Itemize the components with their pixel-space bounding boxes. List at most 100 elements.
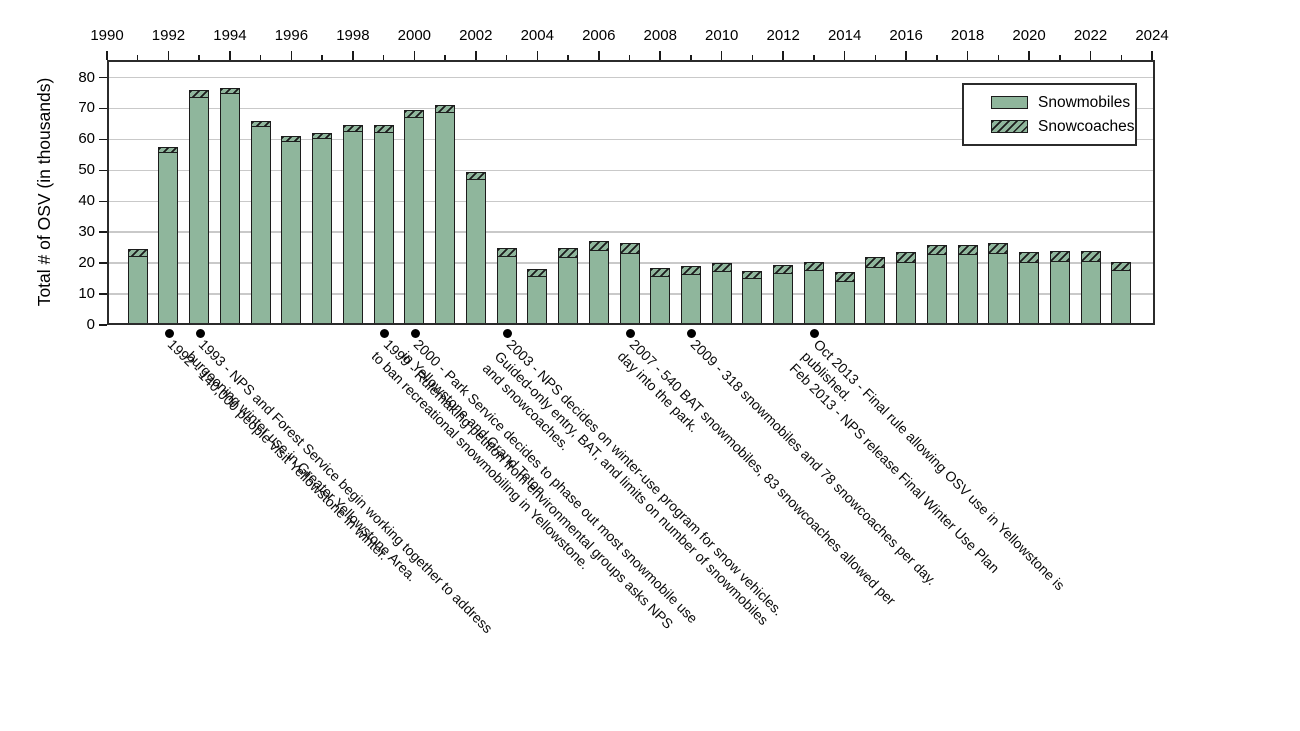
bar-snowmobiles-2000 — [404, 116, 425, 325]
x-tick-label-2022: 2022 — [1073, 27, 1108, 44]
x-tick-2021 — [1059, 55, 1061, 60]
x-tick-2020 — [1028, 51, 1030, 60]
x-tick-label-2014: 2014 — [827, 27, 862, 44]
x-tick-label-1998: 1998 — [336, 27, 370, 44]
bar-snowmobiles-1997 — [312, 137, 333, 325]
bar-snowcoaches-2018 — [957, 244, 978, 256]
x-tick-label-1996: 1996 — [274, 27, 309, 44]
bar-snowcoaches-2006 — [588, 241, 609, 251]
bar-snowmobiles-1992 — [158, 151, 179, 325]
y-tick-label-60: 60 — [78, 130, 95, 148]
x-tick-1994 — [229, 51, 231, 60]
x-tick-2010 — [720, 51, 723, 60]
bar-snowcoaches-2008 — [650, 267, 671, 277]
bar-snowcoaches-2000 — [404, 109, 425, 118]
x-tick-2009 — [690, 55, 692, 60]
bar-snowmobiles-1999 — [373, 131, 394, 325]
bar-snowcoaches-2017 — [926, 244, 947, 256]
legend-item-snowcoaches: Snowcoaches — [991, 118, 1135, 136]
x-tick-label-1990: 1990 — [90, 27, 124, 44]
legend-label-snowcoaches: Snowcoaches — [1038, 117, 1135, 135]
y-axis-title: Total # of OSV (in thousands) — [34, 77, 54, 307]
x-tick-2002 — [475, 51, 477, 60]
y-tick-label-50: 50 — [78, 161, 95, 179]
x-tick-1992 — [167, 51, 170, 60]
bar-snowcoaches-1997 — [312, 133, 333, 140]
bar-snowcoaches-2005 — [558, 247, 579, 259]
x-tick-2008 — [659, 51, 661, 60]
annotation-dot-1999 — [380, 329, 390, 338]
y-tick-label-80: 80 — [78, 68, 95, 86]
x-tick-2005 — [567, 55, 569, 60]
x-tick-2007 — [628, 55, 631, 60]
bar-snowcoaches-1992 — [158, 147, 179, 154]
bar-snowmobiles-2002 — [465, 178, 486, 325]
gridline-40 — [108, 200, 1154, 202]
x-tick-2006 — [598, 51, 600, 60]
bar-snowcoaches-2010 — [711, 263, 732, 273]
y-tick-60 — [99, 138, 107, 141]
bar-snowmobiles-2016 — [896, 261, 917, 325]
x-tick-1998 — [352, 51, 354, 60]
x-tick-2018 — [966, 51, 969, 60]
bar-snowmobiles-2021 — [1049, 260, 1070, 325]
annotation-dot-2007 — [626, 329, 635, 338]
bar-snowmobiles-2018 — [957, 253, 978, 325]
x-tick-2016 — [905, 51, 907, 60]
bar-snowmobiles-2008 — [650, 275, 671, 325]
x-tick-2023 — [1120, 55, 1122, 60]
x-tick-label-2020: 2020 — [1012, 27, 1046, 44]
bar-snowcoaches-2001 — [435, 105, 456, 114]
x-tick-label-2016: 2016 — [889, 27, 923, 44]
gridline-80 — [108, 76, 1154, 79]
bar-snowcoaches-2016 — [896, 252, 917, 264]
x-tick-2011 — [751, 55, 754, 60]
x-tick-2022 — [1089, 51, 1092, 60]
x-tick-label-2024: 2024 — [1135, 27, 1169, 44]
bar-snowmobiles-2022 — [1080, 260, 1101, 325]
bar-snowcoaches-1998 — [342, 125, 363, 132]
annotation-2013-line-3: Feb 2013 - NPS release Final Winter Use … — [786, 360, 1003, 577]
bar-snowcoaches-1994 — [219, 88, 240, 95]
y-tick-40 — [99, 200, 107, 202]
bar-snowmobiles-2014 — [834, 280, 855, 325]
bar-snowcoaches-2021 — [1049, 250, 1070, 262]
bar-snowmobiles-2010 — [711, 270, 732, 325]
gridline-70 — [108, 107, 1154, 110]
x-tick-2014 — [843, 51, 846, 60]
legend-label-snowmobiles: Snowmobiles — [1038, 93, 1131, 111]
x-tick-1993 — [198, 55, 200, 60]
x-tick-1996 — [290, 51, 293, 60]
bar-snowcoaches-2019 — [988, 243, 1009, 254]
bar-snowmobiles-2004 — [527, 275, 548, 325]
x-tick-label-1994: 1994 — [213, 27, 247, 44]
bar-snowcoaches-2012 — [773, 264, 794, 274]
bar-snowmobiles-2015 — [865, 266, 886, 325]
bar-snowmobiles-2012 — [773, 272, 794, 325]
y-tick-label-70: 70 — [78, 99, 95, 117]
y-tick-label-20: 20 — [78, 254, 95, 272]
bar-snowmobiles-2023 — [1111, 269, 1132, 325]
x-tick-2003 — [505, 55, 508, 60]
legend-swatch-hatched — [991, 120, 1028, 133]
bar-snowmobiles-1998 — [342, 130, 363, 325]
bar-snowcoaches-2022 — [1080, 250, 1101, 262]
bar-snowmobiles-2013 — [803, 269, 824, 325]
bar-snowcoaches-1995 — [250, 120, 271, 127]
x-tick-label-2002: 2002 — [459, 27, 493, 44]
y-tick-20 — [99, 262, 107, 264]
bar-snowmobiles-1995 — [250, 125, 271, 325]
bar-snowcoaches-1991 — [127, 249, 148, 257]
x-tick-2001 — [444, 55, 446, 60]
annotation-dot-1992 — [164, 329, 174, 338]
bar-snowcoaches-2002 — [465, 171, 486, 180]
bar-snowcoaches-2004 — [527, 269, 548, 277]
x-tick-1997 — [321, 55, 323, 60]
y-tick-50 — [99, 169, 107, 172]
x-tick-1999 — [382, 55, 385, 60]
annotation-dot-2003 — [503, 329, 513, 338]
bar-snowmobiles-2007 — [619, 252, 640, 325]
x-tick-label-2010: 2010 — [705, 27, 739, 44]
bar-snowmobiles-2009 — [680, 273, 701, 325]
bar-snowcoaches-1999 — [373, 125, 394, 134]
